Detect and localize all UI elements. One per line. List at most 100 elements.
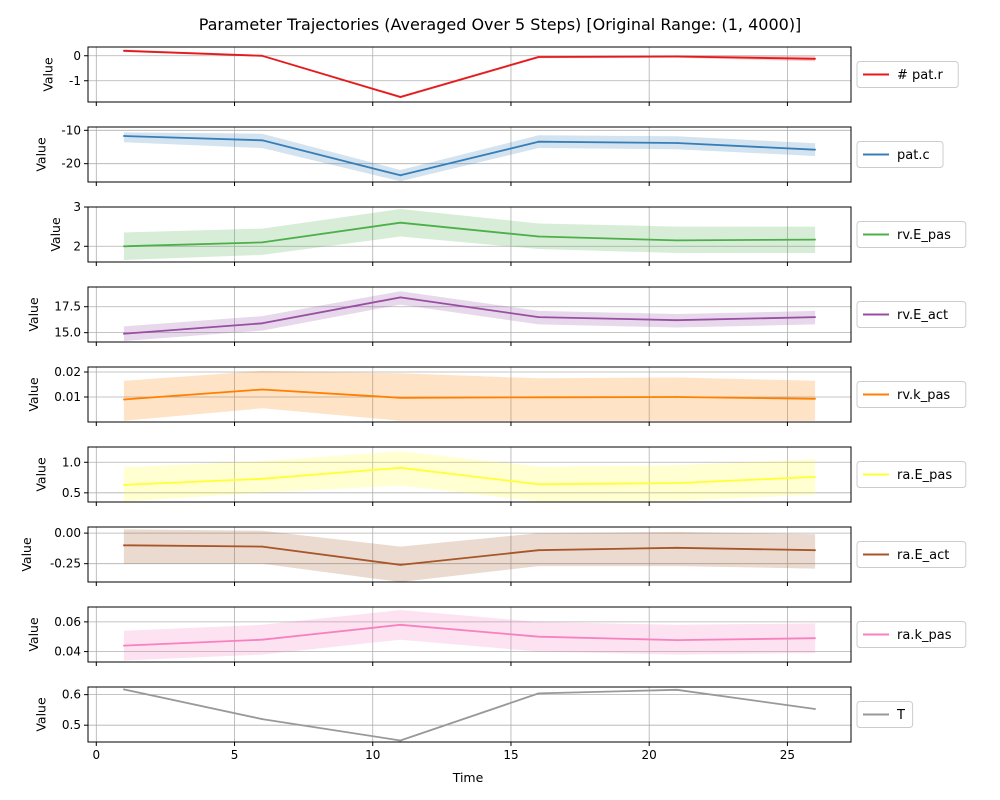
data-point [675, 482, 678, 484]
data-point [537, 56, 540, 58]
legend-label: # pat.r [897, 68, 943, 83]
y-axis-label: Value [41, 57, 56, 92]
data-point [123, 49, 125, 52]
legend-label: ra.k_pas [897, 628, 952, 643]
axes-frame [87, 686, 852, 743]
data-point [261, 322, 264, 325]
series-line [123, 623, 816, 647]
panel-7: 0.06 0.04 Value ra.k_pas [26, 606, 967, 666]
x-tick-label: 0 [92, 748, 100, 762]
series-line [123, 135, 816, 177]
legend-box [856, 461, 967, 488]
y-tick-label: 0.02 [54, 365, 81, 379]
panel-8: 0.6 0.5 0 5 10 15 20 25 Value T [33, 686, 914, 762]
data-point [814, 637, 816, 640]
series-line [123, 688, 816, 742]
data-point [814, 397, 816, 400]
data-point [123, 688, 125, 691]
data-point [814, 476, 816, 478]
panel-2: 3 2 Value rv.E_pas [48, 200, 967, 266]
data-point [537, 396, 540, 399]
y-axis-label: Value [48, 217, 63, 252]
data-point [675, 396, 678, 398]
data-point [814, 148, 816, 151]
y-tick-label: 0.6 [62, 688, 81, 702]
y-axis-label: Value [33, 457, 48, 492]
y-tick-label: 0.01 [54, 390, 81, 404]
data-point [123, 483, 125, 486]
legend-box [856, 541, 967, 568]
data-point [814, 238, 816, 241]
confidence-band [123, 370, 816, 421]
data-point [399, 739, 402, 742]
panel-0: 0 -1 Value # pat.r [41, 46, 959, 106]
series-line [123, 388, 816, 401]
y-tick-label: 0.5 [62, 718, 81, 732]
legend-box [856, 301, 967, 328]
data-point [261, 638, 264, 641]
data-point [399, 221, 402, 224]
data-point [675, 239, 678, 242]
confidence-band [123, 529, 816, 582]
data-point [399, 96, 402, 98]
data-point [261, 545, 264, 548]
data-point [537, 483, 540, 486]
axes-frame [87, 446, 852, 503]
data-point [123, 135, 125, 137]
axes-frame [87, 206, 852, 263]
axes-frame [87, 286, 852, 343]
y-tick-label: 0.5 [62, 486, 81, 500]
panels-group: 0 -1 Value # pat.r -10 -20 Value pat.c 3 2 Value rv… [19, 46, 967, 762]
series-line [123, 296, 816, 335]
data-point [675, 55, 678, 58]
axes-frame [87, 366, 852, 423]
data-point [675, 142, 678, 144]
data-point [814, 549, 816, 552]
x-tick-label: 5 [231, 748, 239, 762]
x-tick-label: 20 [642, 748, 657, 762]
panel-1: -10 -20 Value pat.c [33, 123, 944, 186]
y-tick-label: 3 [73, 200, 81, 214]
y-axis-label: Value [33, 697, 48, 732]
y-tick-label: 1.0 [62, 455, 81, 469]
data-point [123, 332, 125, 335]
panel-6: 0.00 -0.25 Value ra.E_act [19, 526, 967, 586]
legend-box [856, 621, 967, 648]
legend-label: rv.E_act [897, 308, 948, 323]
y-tick-label: -10 [61, 123, 81, 137]
legend-label: T [896, 708, 905, 723]
series-line [123, 466, 816, 486]
legend-label: ra.E_pas [897, 468, 952, 483]
data-point [399, 466, 402, 469]
data-point [261, 477, 264, 480]
data-point [675, 319, 678, 322]
y-axis-label: Value [26, 297, 41, 332]
y-tick-label: 2 [73, 239, 81, 253]
series-line [123, 221, 816, 248]
data-point [675, 546, 678, 549]
y-axis-label: Value [26, 617, 41, 652]
data-point [399, 174, 402, 177]
y-tick-label: -0.25 [50, 557, 81, 571]
data-point [261, 139, 264, 142]
data-point [123, 245, 125, 248]
confidence-band [123, 291, 816, 341]
y-tick-label: 0.06 [54, 615, 81, 629]
x-tick-label: 10 [365, 748, 380, 762]
data-point [123, 644, 125, 647]
confidence-band [123, 610, 816, 661]
axes-frame [87, 126, 852, 183]
data-point [261, 241, 264, 244]
panel-5: 1.0 0.5 Value ra.E_pas [33, 446, 967, 506]
data-point [123, 544, 125, 547]
axes-frame [87, 46, 852, 103]
data-point [399, 396, 402, 399]
series-line [123, 544, 816, 566]
confidence-band [123, 132, 816, 182]
data-point [537, 549, 540, 552]
legend-label: rv.k_pas [897, 388, 950, 403]
data-point [399, 623, 402, 626]
data-point [537, 316, 540, 318]
data-point [261, 718, 264, 720]
